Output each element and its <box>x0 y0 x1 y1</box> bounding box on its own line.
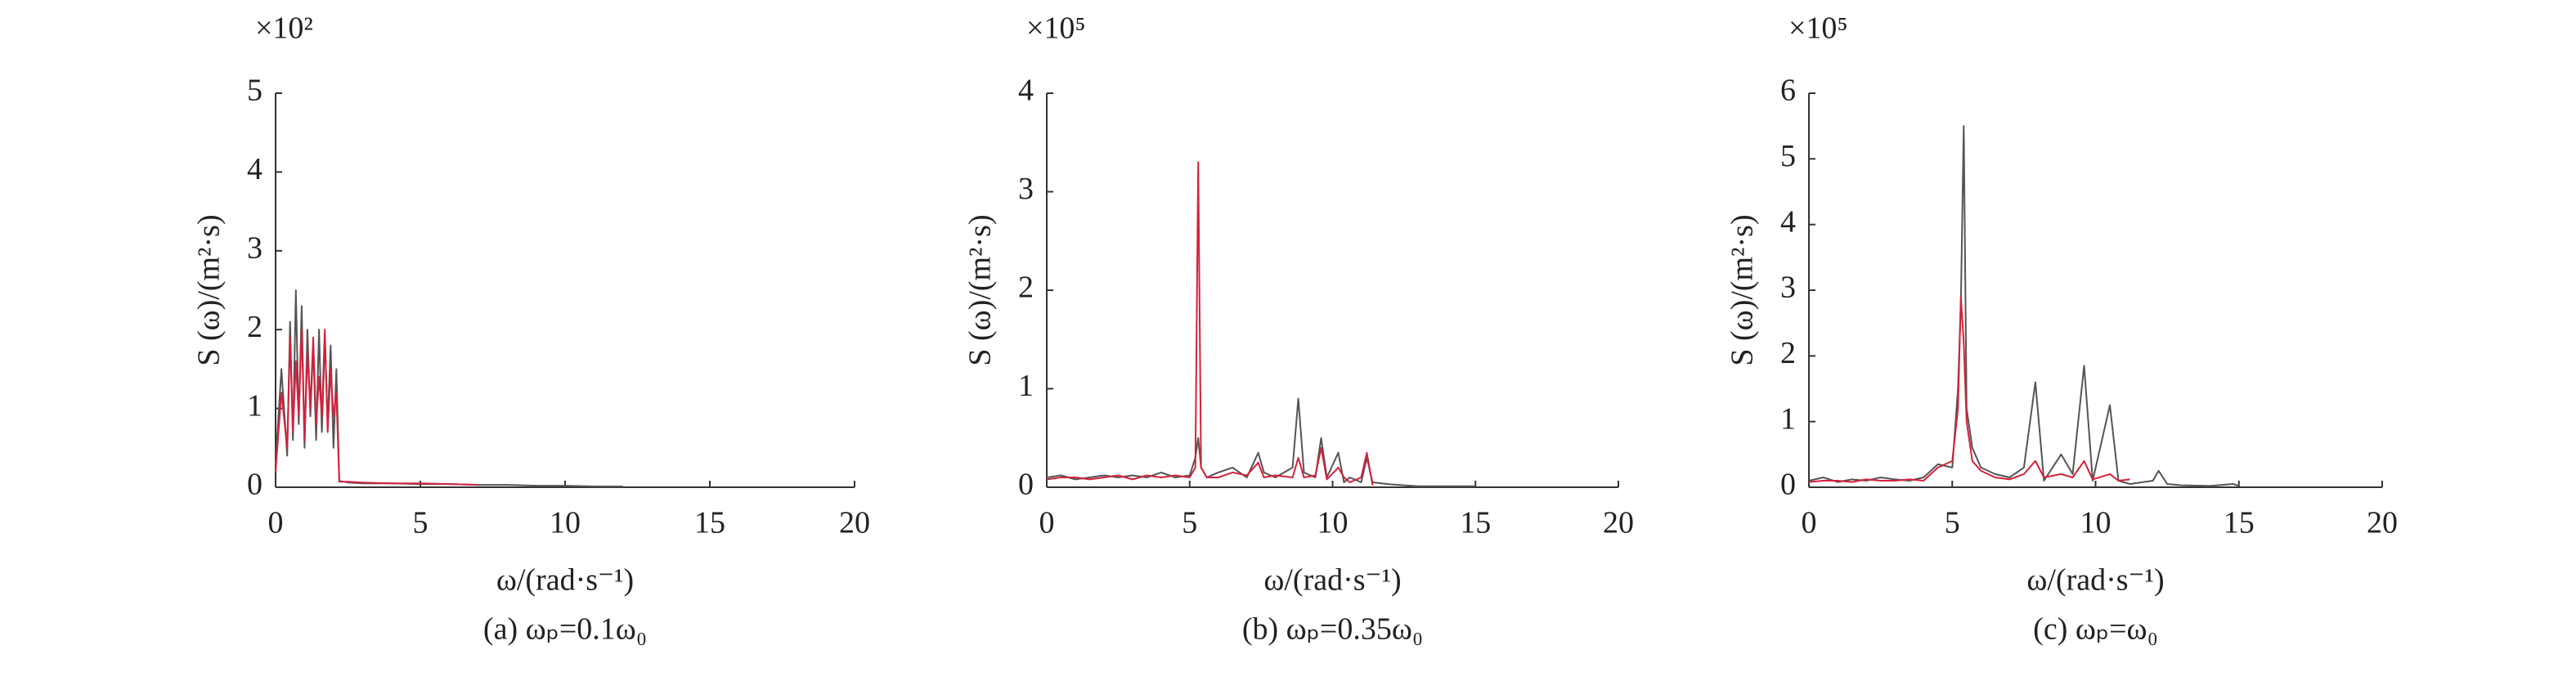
y-tick-label: 0 <box>247 468 263 502</box>
x-axis-label: ω/(rad·s⁻¹) <box>1263 563 1401 598</box>
spectrum-line <box>1808 296 2130 483</box>
spectrum-line <box>1808 125 2240 487</box>
y-tick-label: 3 <box>1780 271 1796 305</box>
y-axis-label: S (ω)/(m²·s) <box>192 214 227 365</box>
y-tick-label: 2 <box>1018 271 1034 305</box>
x-tick-label: 10 <box>550 506 581 540</box>
spectrum-line <box>275 289 623 487</box>
y-tick-label: 1 <box>1780 401 1796 436</box>
y-tick-label: 3 <box>247 231 263 266</box>
x-tick-label: 5 <box>1945 506 1960 540</box>
y-tick-label: 5 <box>1780 139 1796 173</box>
caption: (c) ωₚ=ω₀ <box>2033 612 2158 647</box>
caption: (a) ωₚ=0.1ω₀ <box>483 612 647 647</box>
y-tick-label: 2 <box>1780 336 1796 370</box>
y-tick-label: 0 <box>1780 468 1796 502</box>
x-tick-label: 20 <box>839 506 870 540</box>
x-tick-label: 20 <box>2367 506 2398 540</box>
y-tick-label: 5 <box>247 74 263 108</box>
spectrum-line <box>1046 397 1476 487</box>
y-tick-label: 1 <box>1018 369 1034 403</box>
y-tick-label: 4 <box>247 152 263 186</box>
spectrum-line <box>275 329 478 486</box>
y-tick-label: 0 <box>1018 468 1034 502</box>
y-multiplier: ×10⁵ <box>1026 11 1086 46</box>
y-tick-label: 4 <box>1018 74 1034 108</box>
y-multiplier: ×10² <box>255 11 313 46</box>
x-tick-label: 15 <box>694 506 725 540</box>
x-axis-label: ω/(rad·s⁻¹) <box>496 563 634 598</box>
y-axis-label: S (ω)/(m²·s) <box>963 214 998 365</box>
y-multiplier: ×10⁵ <box>1788 11 1848 46</box>
spectrum-line <box>1046 161 1374 486</box>
x-tick-label: 15 <box>1460 506 1491 540</box>
y-tick-label: 6 <box>1780 74 1796 108</box>
x-tick-label: 0 <box>1802 506 1817 540</box>
x-axis-label: ω/(rad·s⁻¹) <box>2026 563 2164 598</box>
y-tick-label: 3 <box>1018 172 1034 206</box>
x-tick-label: 0 <box>268 506 284 540</box>
x-tick-label: 10 <box>2080 506 2112 540</box>
y-tick-label: 2 <box>247 310 263 344</box>
caption: (b) ωₚ=0.35ω₀ <box>1242 612 1423 647</box>
y-axis-label: S (ω)/(m²·s) <box>1726 214 1760 365</box>
x-tick-label: 15 <box>2224 506 2255 540</box>
x-tick-label: 0 <box>1039 506 1055 540</box>
x-tick-label: 20 <box>1603 506 1634 540</box>
x-tick-label: 5 <box>413 506 429 540</box>
x-tick-label: 10 <box>1317 506 1349 540</box>
y-tick-label: 4 <box>1780 204 1796 239</box>
x-tick-label: 5 <box>1182 506 1197 540</box>
y-tick-label: 1 <box>247 388 263 423</box>
